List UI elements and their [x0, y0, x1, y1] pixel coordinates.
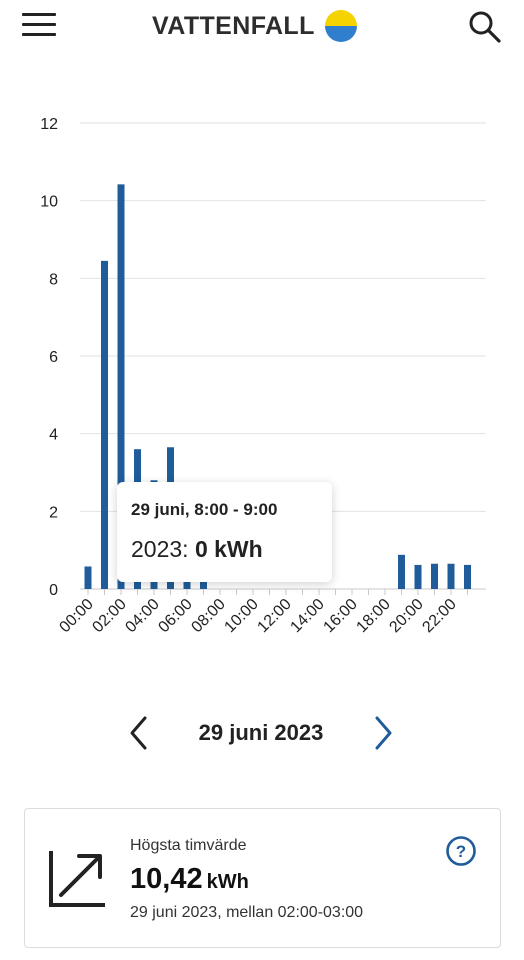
hourly-consumption-chart[interactable]: 02468101200:0002:0004:0006:0008:0010:001… — [0, 90, 524, 690]
x-tick-label: 04:00 — [122, 596, 162, 636]
x-tick-label: 06:00 — [155, 596, 195, 636]
x-tick-label: 10:00 — [221, 596, 261, 636]
y-tick-label: 8 — [49, 271, 58, 288]
app-header: VATTENFALL — [0, 0, 524, 52]
help-icon[interactable]: ? — [445, 835, 477, 867]
menu-line — [22, 33, 56, 36]
trend-up-icon — [49, 851, 105, 907]
brand-name: VATTENFALL — [152, 11, 315, 40]
chart-tooltip: 29 juni, 8:00 - 9:00 2023: 0 kWh — [117, 482, 332, 582]
chart-bar[interactable] — [414, 564, 422, 589]
menu-line — [22, 13, 56, 16]
chart-bar[interactable] — [464, 564, 471, 589]
hamburger-menu-icon[interactable] — [22, 11, 56, 39]
y-tick-label: 2 — [49, 504, 58, 521]
x-tick-label: 02:00 — [89, 596, 129, 636]
y-tick-label: 4 — [49, 427, 58, 444]
x-tick-label: 14:00 — [287, 596, 327, 636]
tooltip-value: 2023: 0 kWh — [131, 536, 263, 563]
x-tick-label: 00:00 — [56, 596, 96, 636]
x-tick-label: 20:00 — [386, 596, 426, 636]
peak-detail: 29 juni 2023, mellan 02:00-03:00 — [130, 904, 364, 921]
peak-unit: kWh — [206, 871, 249, 893]
date-navigation: 29 juni 2023 — [0, 708, 524, 758]
y-tick-label: 12 — [40, 116, 58, 133]
x-tick-label: 08:00 — [188, 596, 228, 636]
tooltip-year: 2023: — [131, 536, 189, 562]
chart-bar[interactable] — [84, 566, 92, 589]
chart-bar[interactable] — [117, 184, 125, 589]
chart-bar[interactable] — [447, 563, 455, 589]
y-tick-label: 0 — [49, 582, 58, 599]
x-tick-label: 22:00 — [419, 596, 459, 636]
x-tick-label: 18:00 — [353, 596, 393, 636]
menu-line — [22, 23, 56, 26]
selected-date: 29 juni 2023 — [198, 720, 324, 745]
x-tick-label: 12:00 — [254, 596, 294, 636]
peak-label: Högsta timvärde — [130, 837, 247, 854]
tooltip-title: 29 juni, 8:00 - 9:00 — [131, 500, 278, 519]
peak-hour-card: Högsta timvärde 10,42 kWh 29 juni 2023, m… — [24, 808, 501, 948]
chevron-left-icon[interactable] — [126, 714, 152, 752]
y-tick-label: 6 — [49, 349, 58, 366]
tooltip-kwh: 0 kWh — [194, 536, 263, 562]
chart-bar[interactable] — [101, 260, 108, 589]
vattenfall-logo-icon — [324, 10, 357, 42]
search-icon[interactable] — [466, 8, 502, 44]
svg-text:?: ? — [456, 842, 466, 861]
chevron-right-icon[interactable] — [370, 714, 396, 752]
chart-bar[interactable] — [398, 554, 405, 589]
peak-value: 10,42 kWh — [130, 863, 249, 896]
brand-logo[interactable]: VATTENFALL — [152, 6, 358, 46]
y-tick-label: 10 — [40, 194, 58, 211]
chart-bar[interactable] — [431, 563, 438, 589]
x-tick-label: 16:00 — [320, 596, 360, 636]
peak-number: 10,42 — [130, 863, 203, 895]
